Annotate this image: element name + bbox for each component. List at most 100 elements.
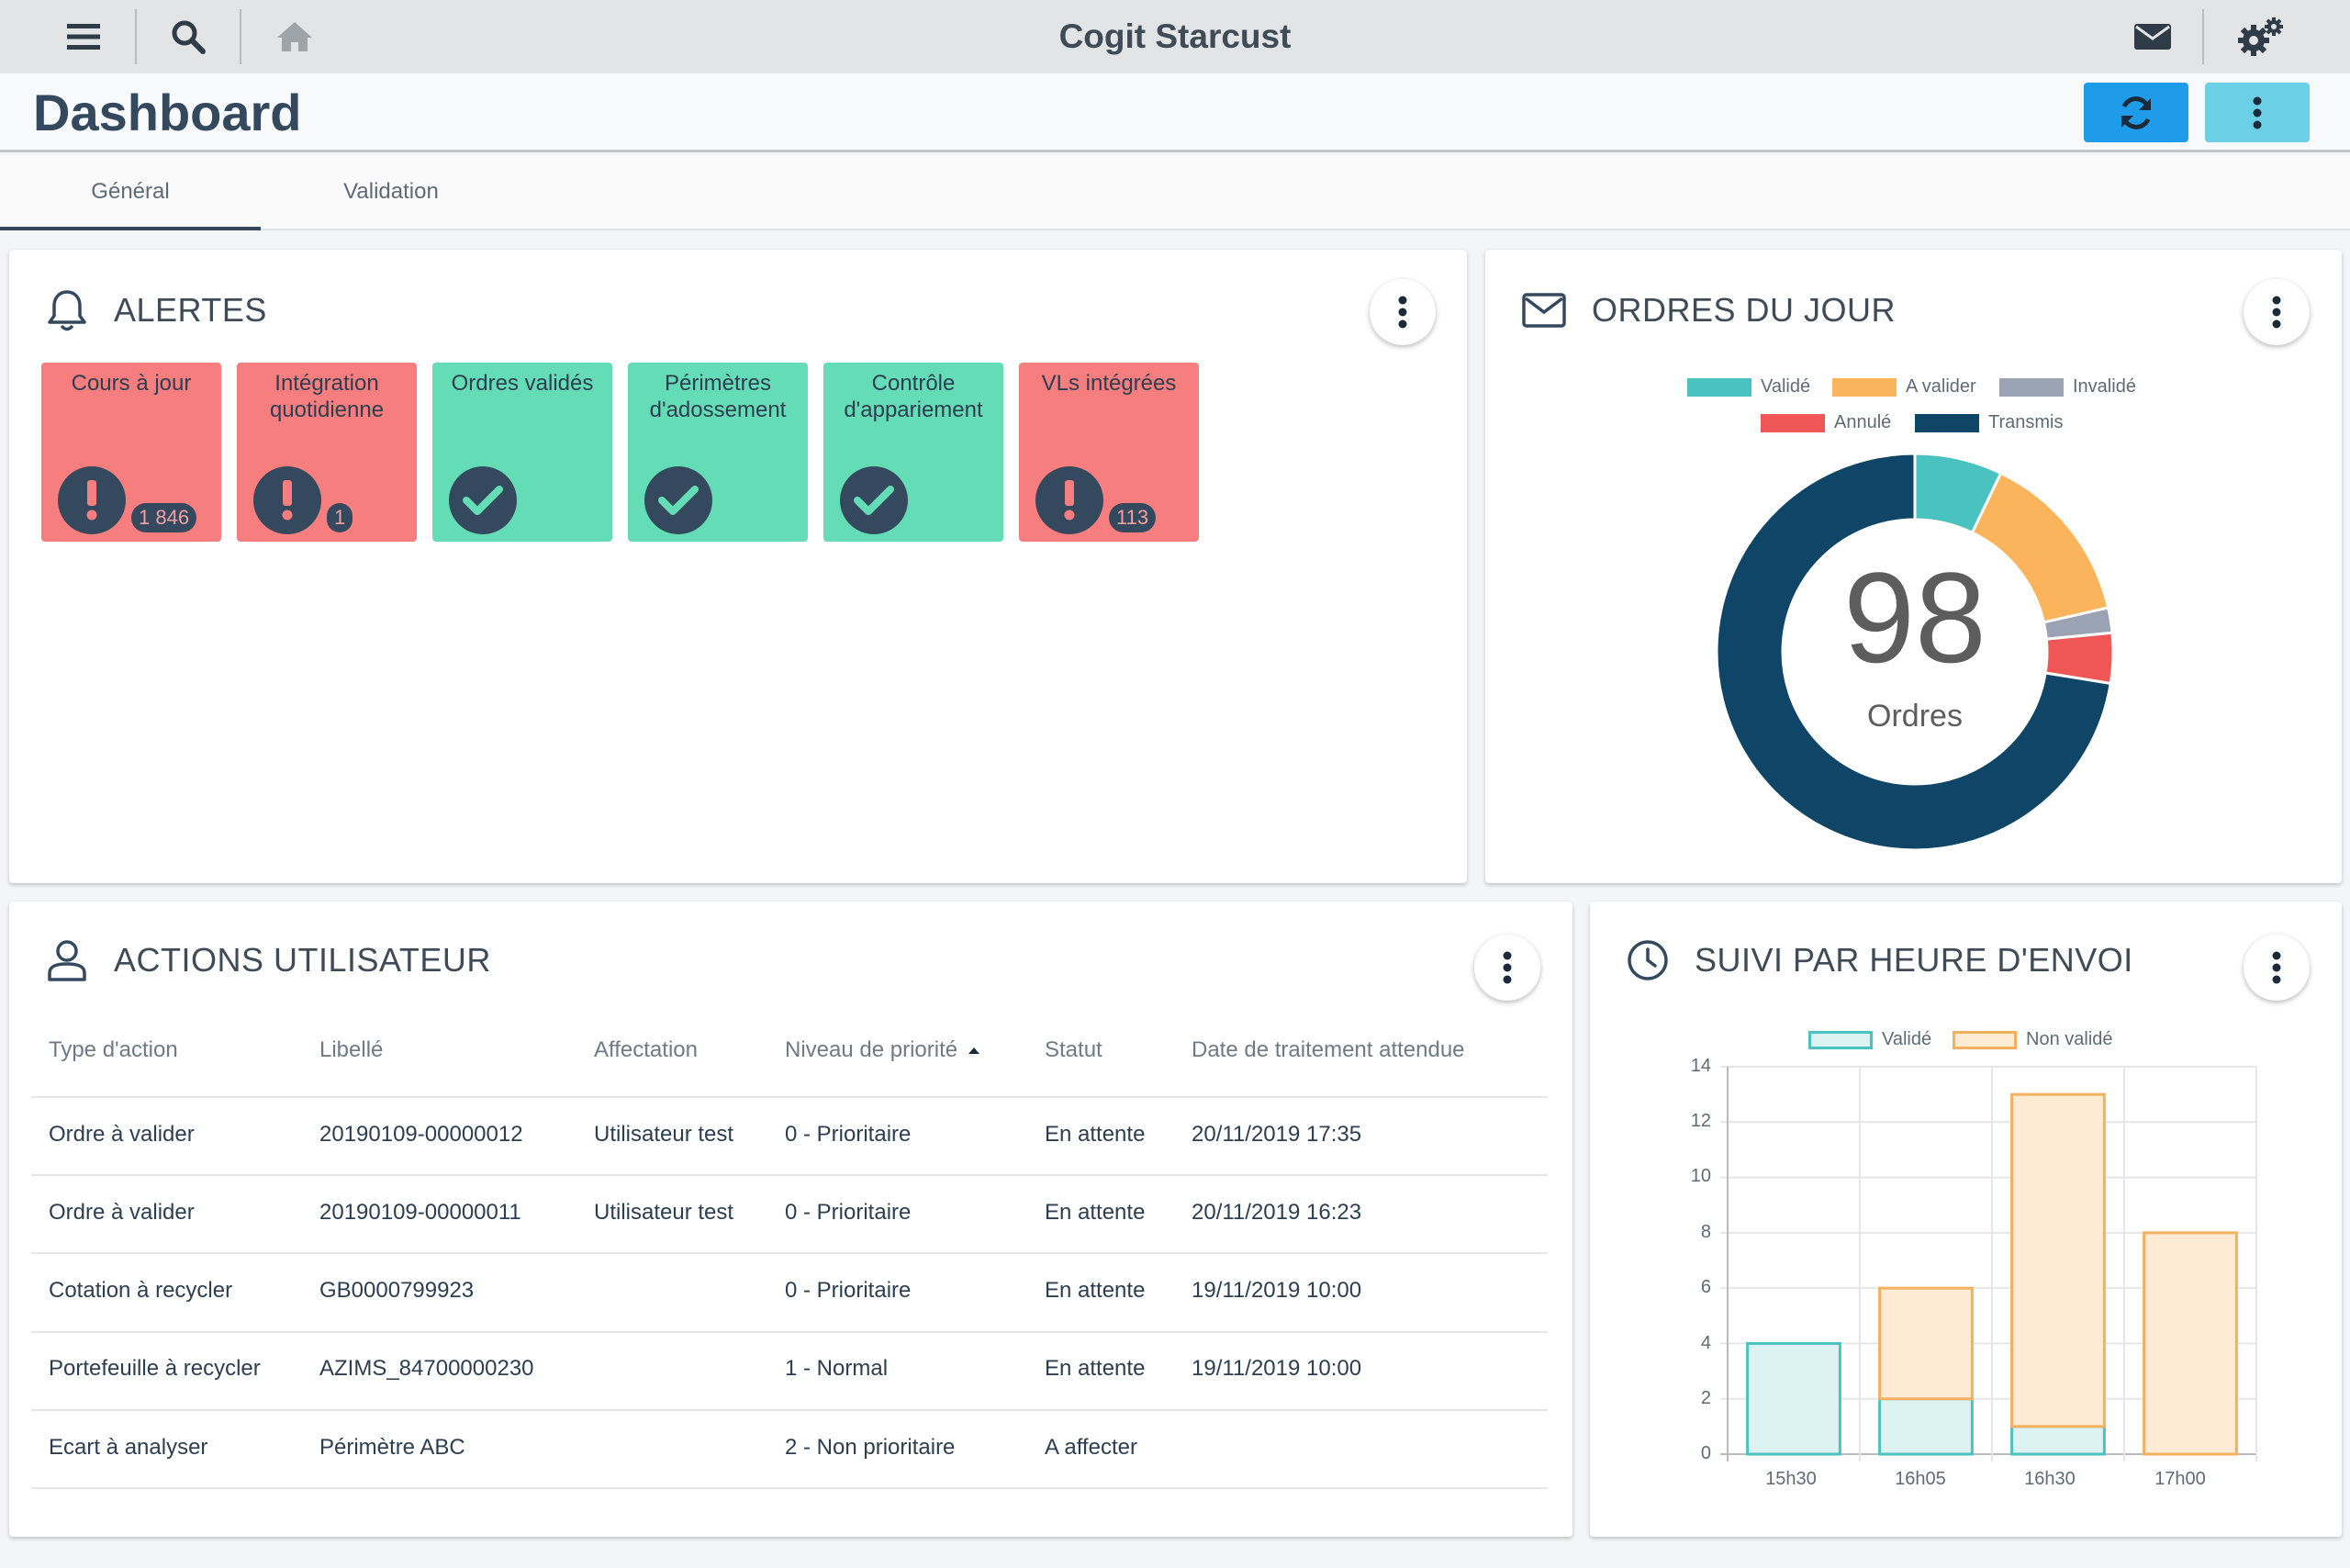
cell-date: 20/11/2019 16:23: [1192, 1200, 1362, 1225]
page-header: Dashboard: [0, 73, 2350, 152]
actions-title: ACTIONS UTILISATEUR: [114, 941, 491, 979]
legend-label: Validé: [1882, 1029, 1932, 1049]
cell-date: 20/11/2019 17:35: [1192, 1122, 1362, 1147]
cell-date: 19/11/2019 10:00: [1192, 1356, 1362, 1381]
x-tick-label: 15h30: [1765, 1469, 1817, 1489]
tab-validation[interactable]: Validation: [343, 179, 439, 204]
y-tick-label: 8: [1700, 1222, 1711, 1242]
cell-type: Cotation à recycler: [49, 1278, 233, 1303]
cell-libelle: 20190109-00000011: [319, 1200, 521, 1225]
exclamation-icon: [58, 466, 126, 534]
orders-total: 98: [1843, 545, 1986, 689]
row-divider: [31, 1174, 1548, 1176]
legend-label: Transmis: [1988, 412, 2064, 432]
alerts-header: ALERTES: [46, 283, 267, 338]
bell-icon: [48, 290, 86, 331]
alert-tile-label: Intégration quotidienne: [269, 371, 385, 422]
clock-icon: [1628, 940, 1668, 980]
exclamation-icon: [1035, 466, 1103, 534]
sort-ascending-icon: [968, 1047, 980, 1054]
more-options-button[interactable]: [2205, 83, 2310, 142]
legend-label: Annulé: [1834, 412, 1892, 432]
check-icon: [644, 466, 712, 534]
orders-title: ORDRES DU JOUR: [1592, 291, 1897, 329]
home-icon: [277, 22, 312, 51]
cell-priorite: 0 - Prioritaire: [785, 1200, 912, 1225]
alert-tile-vls[interactable]: VLs intégrées 113: [1019, 363, 1199, 542]
actions-header: ACTIONS UTILISATEUR: [46, 933, 491, 988]
column-header-date[interactable]: Date de traitement attendue: [1192, 1037, 1465, 1062]
bar-16h30-nonvalid[interactable]: [2010, 1092, 2106, 1428]
column-header-type[interactable]: Type d'action: [49, 1037, 178, 1062]
bar-16h30-valid[interactable]: [2010, 1425, 2106, 1456]
legend-swatch: [1915, 413, 1979, 432]
y-tick-label: 14: [1690, 1056, 1711, 1076]
alert-count-badge: 1 846: [131, 503, 197, 532]
hamburger-icon: [67, 24, 100, 50]
toolbar-separator: [135, 9, 137, 64]
kebab-icon: [2253, 96, 2262, 129]
tab-general[interactable]: Général: [0, 155, 261, 230]
alert-tile-perimetres[interactable]: Périmètres d'adossement: [628, 363, 808, 542]
kebab-icon: [2272, 951, 2281, 984]
bar-16h05-nonvalid[interactable]: [1878, 1286, 1974, 1401]
cell-priorite: 0 - Prioritaire: [785, 1278, 912, 1303]
cell-statut: En attente: [1045, 1200, 1146, 1225]
refresh-button[interactable]: [2084, 83, 2188, 142]
legend-label: A valider: [1906, 376, 1976, 397]
exclamation-icon: [253, 466, 321, 534]
actions-card: ACTIONS UTILISATEUR: [9, 902, 1572, 1537]
gears-icon: [2238, 17, 2283, 56]
y-tick-label: 12: [1690, 1111, 1711, 1131]
x-tick-label: 17h00: [2154, 1469, 2206, 1489]
cell-statut: En attente: [1045, 1278, 1146, 1303]
alert-count-badge: 113: [1109, 503, 1157, 532]
cell-statut: En attente: [1045, 1122, 1146, 1147]
column-header-label: Niveau de priorité: [785, 1037, 958, 1062]
check-icon: [449, 466, 517, 534]
cell-priorite: 1 - Normal: [785, 1356, 889, 1381]
cell-libelle: AZIMS_84700000230: [319, 1356, 534, 1381]
legend-label: Non validé: [2026, 1029, 2113, 1049]
search-button[interactable]: [138, 0, 239, 73]
alert-tile-cours[interactable]: Cours à jour 1 846: [41, 363, 221, 542]
legend-item: Validé: [1808, 1029, 1931, 1050]
alert-tile-controle[interactable]: Contrôle d'appariement: [823, 363, 1003, 542]
legend-swatch: [1999, 377, 2064, 397]
cell-type: Ordre à valider: [49, 1122, 195, 1147]
legend-label: Validé: [1761, 376, 1811, 397]
bar-15h30-valid[interactable]: [1746, 1341, 1841, 1456]
y-tick-label: 6: [1700, 1277, 1711, 1297]
messages-button[interactable]: [2102, 0, 2203, 73]
bar-17h00-nonvalid[interactable]: [2143, 1231, 2238, 1456]
app-title: Cogit Starcust: [1058, 17, 1292, 55]
alert-tile-ordres-valides[interactable]: Ordres validés: [432, 363, 612, 542]
alerts-menu-button[interactable]: [1370, 279, 1436, 345]
home-button[interactable]: [244, 0, 345, 73]
alert-tile-integration[interactable]: Intégration quotidienne 1: [237, 363, 417, 542]
orders-header: ORDRES DU JOUR: [1522, 283, 1896, 338]
column-header-affectation[interactable]: Affectation: [594, 1037, 698, 1062]
toolbar-separator: [2202, 9, 2204, 64]
top-bar: Cogit Starcust: [0, 0, 2350, 73]
column-header-libelle[interactable]: Libellé: [319, 1037, 384, 1062]
orders-total-label: Ordres: [1867, 699, 1963, 734]
donut-slice-transmis[interactable]: [1715, 452, 2112, 852]
cell-libelle: Périmètre ABC: [319, 1435, 465, 1460]
cell-affectation: Utilisateur test: [594, 1122, 734, 1147]
hourly-menu-button[interactable]: [2244, 935, 2310, 1001]
alert-tile-label: Cours à jour: [71, 371, 192, 396]
column-header-statut[interactable]: Statut: [1045, 1037, 1102, 1062]
envelope-outline-icon: [1522, 293, 1566, 328]
y-tick-label: 0: [1700, 1443, 1711, 1463]
actions-menu-button[interactable]: [1474, 935, 1540, 1001]
alert-tile-label: VLs intégrées: [1041, 371, 1177, 396]
settings-button[interactable]: [2210, 0, 2311, 73]
row-divider: [31, 1096, 1548, 1098]
y-tick-label: 2: [1700, 1388, 1711, 1408]
legend-swatch: [1687, 377, 1751, 397]
menu-button[interactable]: [33, 0, 134, 73]
column-header-priorite[interactable]: Niveau de priorité: [785, 1037, 981, 1063]
orders-menu-button[interactable]: [2244, 279, 2310, 345]
bar-16h05-valid[interactable]: [1878, 1397, 1974, 1456]
